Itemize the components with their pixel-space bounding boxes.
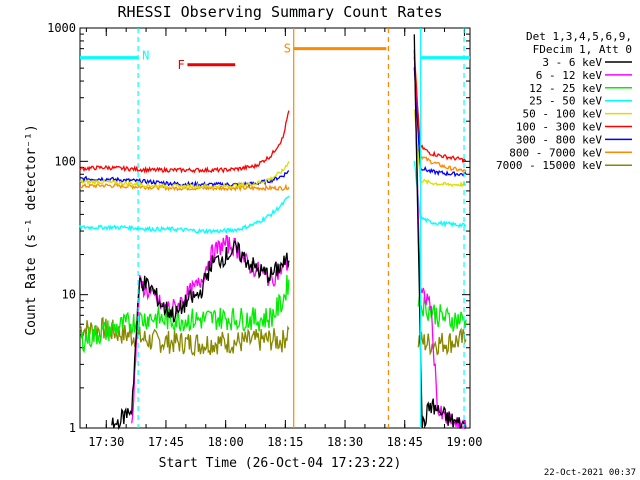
x-tick-label-17-30: 17:30	[88, 435, 124, 449]
legend-label-25-50-kev: 25 - 50 keV	[529, 95, 602, 108]
legend-label-12-25-kev: 12 - 25 keV	[529, 82, 602, 95]
legend-label-3-6-kev: 3 - 6 keV	[542, 56, 602, 69]
plot-area: 1 10 100 1000 17:30 17:45 18:00 18:15 18:30 18:45…	[47, 21, 482, 449]
series-50-100-kev-segment-1	[79, 161, 290, 191]
legend-label-50-100-kev: 50 - 100 keV	[523, 108, 603, 121]
series-50-100-kev-segment-2	[413, 109, 467, 188]
legend-label-300-800-kev: 300 - 800 keV	[516, 133, 602, 146]
chart-title: RHESSI Observing Summary Count Rates	[117, 3, 442, 21]
plot-frame	[79, 27, 471, 429]
series-25-50-kev-segment-2	[413, 160, 467, 229]
legend-label-7000-15000-kev: 7000 - 15000 keV	[496, 159, 602, 172]
series-6-12-kev-segment-2	[413, 50, 467, 430]
series-7000-15000-kev-segment-2	[417, 327, 467, 356]
legend: Det 1,3,4,5,6,9, FDecim 1, Att 0 3 - 6 k…	[496, 30, 632, 172]
x-tick-label-18-00: 18:00	[208, 435, 244, 449]
series-800-7000-kev-segment-2	[413, 49, 467, 173]
series-800-7000-kev-segment-1	[79, 182, 290, 192]
series-25-50-kev-segment-1	[79, 195, 290, 235]
series-3-6-kev-segment-2	[413, 34, 466, 429]
series-12-25-kev-segment-2	[417, 296, 467, 332]
footer-timestamp: 22-Oct-2021 00:37	[543, 468, 636, 478]
x-tick-label-18-30: 18:30	[327, 435, 363, 449]
flag-label-s: S	[284, 42, 291, 56]
x-tick-label-18-15: 18:15	[267, 435, 303, 449]
legend-header-line2: FDecim 1, Att 0	[533, 43, 632, 56]
x-tick-label-17-45: 17:45	[148, 435, 184, 449]
series-6-12-kev-segment-1	[131, 234, 290, 424]
legend-label-100-300-kev: 100 - 300 keV	[516, 121, 602, 134]
series-12-25-kev-segment-1	[79, 274, 290, 354]
flag-label-n: N	[142, 49, 149, 63]
series-100-300-kev-segment-1	[79, 110, 290, 174]
series-300-800-kev-segment-2	[413, 67, 467, 178]
y-tick-label-10: 10	[62, 288, 76, 302]
flag-label-f: F	[177, 58, 184, 72]
legend-header-line1: Det 1,3,4,5,6,9,	[526, 30, 632, 43]
y-tick-label-1: 1	[69, 421, 76, 435]
y-tick-label-1000: 1000	[47, 21, 76, 35]
y-tick-label-100: 100	[54, 154, 76, 168]
x-axis-label: Start Time (26-Oct-04 17:23:22)	[159, 456, 402, 471]
legend-label-6-12-kev: 6 - 12 keV	[536, 69, 603, 82]
legend-label-800-7000-kev: 800 - 7000 keV	[509, 146, 602, 159]
series-3-6-kev-segment-1	[111, 240, 290, 431]
series-7000-15000-kev-segment-1	[79, 316, 290, 357]
x-tick-label-19-00: 19:00	[446, 435, 482, 449]
series-100-300-kev-segment-2	[413, 56, 467, 164]
x-tick-label-18-45: 18:45	[387, 435, 423, 449]
y-axis-label: Count Rate (s⁻¹ detector⁻¹)	[24, 124, 39, 335]
